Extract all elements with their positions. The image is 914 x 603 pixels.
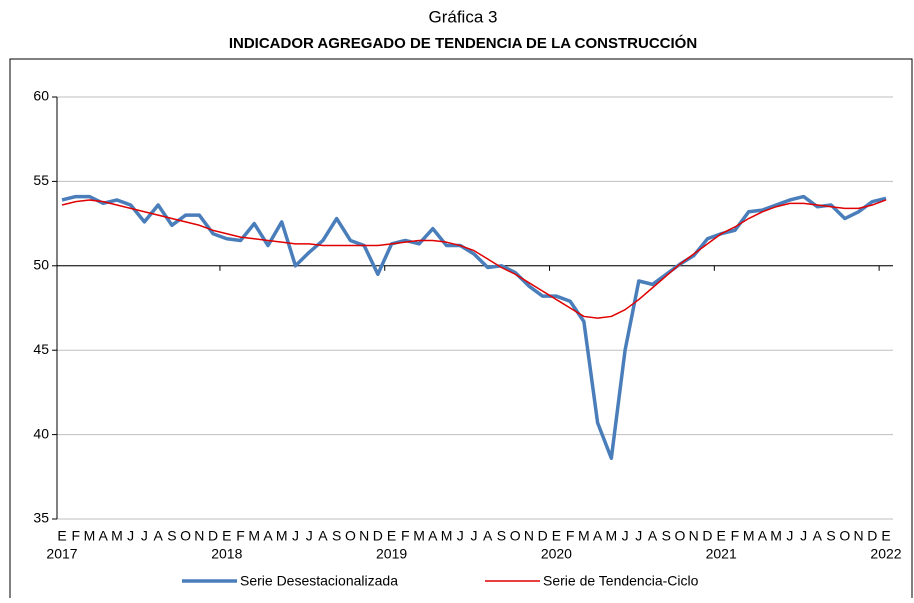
x-tick-label: J [471, 528, 478, 544]
x-tick-label: E [881, 528, 890, 544]
x-tick-label: J [800, 528, 807, 544]
x-tick-label: E [552, 528, 561, 544]
x-tick-label: F [401, 528, 410, 544]
x-tick-label: O [675, 528, 686, 544]
x-tick-label: S [167, 528, 176, 544]
year-label: 2018 [211, 546, 242, 562]
x-tick-label: E [57, 528, 66, 544]
x-tick-label: A [99, 528, 109, 544]
series-line [61, 199, 887, 319]
x-tick-label: A [483, 528, 493, 544]
x-tick-label: S [497, 528, 506, 544]
x-tick-label: O [180, 528, 191, 544]
x-tick-label: M [413, 528, 425, 544]
x-tick-label: M [578, 528, 590, 544]
x-tick-label: O [839, 528, 850, 544]
x-tick-label: J [292, 528, 299, 544]
x-tick-label: M [743, 528, 755, 544]
year-label: 2020 [541, 546, 572, 562]
x-tick-label: D [867, 528, 877, 544]
x-tick-label: N [194, 528, 204, 544]
x-tick-label: M [605, 528, 617, 544]
x-tick-label: J [127, 528, 134, 544]
x-tick-label: N [524, 528, 534, 544]
x-tick-label: E [222, 528, 231, 544]
x-tick-label: M [441, 528, 453, 544]
x-tick-label: A [318, 528, 328, 544]
x-tick-label: E [717, 528, 726, 544]
year-label: 2021 [706, 546, 737, 562]
year-label: 2017 [46, 546, 77, 562]
y-tick-label: 45 [33, 341, 49, 357]
x-tick-label: M [770, 528, 782, 544]
x-tick-label: F [71, 528, 80, 544]
x-tick-label: J [141, 528, 148, 544]
x-tick-label: F [731, 528, 740, 544]
x-tick-label: D [538, 528, 548, 544]
x-tick-label: S [826, 528, 835, 544]
x-tick-label: J [786, 528, 793, 544]
legend-label: Serie de Tendencia-Ciclo [543, 573, 699, 589]
x-tick-label: M [248, 528, 260, 544]
year-label: 2022 [870, 546, 901, 562]
x-tick-label: F [236, 528, 245, 544]
x-tick-label: E [387, 528, 396, 544]
x-tick-label: S [332, 528, 341, 544]
chart-subtitle: INDICADOR AGREGADO DE TENDENCIA DE LA CO… [229, 34, 697, 52]
x-tick-label: M [111, 528, 123, 544]
y-tick-label: 50 [33, 257, 49, 273]
x-tick-label: O [510, 528, 521, 544]
x-tick-label: D [208, 528, 218, 544]
x-tick-label: A [593, 528, 603, 544]
x-tick-label: N [689, 528, 699, 544]
y-tick-label: 60 [33, 88, 49, 104]
x-tick-label: D [702, 528, 712, 544]
y-tick-label: 35 [33, 510, 49, 526]
x-tick-label: O [345, 528, 356, 544]
x-tick-label: J [622, 528, 629, 544]
x-tick-label: A [813, 528, 823, 544]
x-tick-label: N [359, 528, 369, 544]
series-line [61, 194, 887, 460]
chart-title: Gráfica 3 [429, 7, 498, 26]
x-tick-label: A [263, 528, 273, 544]
year-label: 2019 [376, 546, 407, 562]
x-tick-label: M [276, 528, 288, 544]
x-tick-label: A [428, 528, 438, 544]
x-tick-label: A [153, 528, 163, 544]
y-tick-label: 40 [33, 425, 49, 441]
x-tick-label: N [853, 528, 863, 544]
x-tick-label: F [566, 528, 575, 544]
x-tick-label: A [758, 528, 768, 544]
x-tick-label: D [373, 528, 383, 544]
chart-frame [9, 58, 913, 603]
y-tick-label: 55 [33, 172, 49, 188]
x-tick-label: S [662, 528, 671, 544]
x-tick-label: A [648, 528, 658, 544]
x-tick-label: J [306, 528, 313, 544]
x-tick-label: J [635, 528, 642, 544]
legend-label: Serie Desestacionalizada [240, 573, 398, 589]
x-tick-label: M [84, 528, 96, 544]
x-tick-label: J [457, 528, 464, 544]
